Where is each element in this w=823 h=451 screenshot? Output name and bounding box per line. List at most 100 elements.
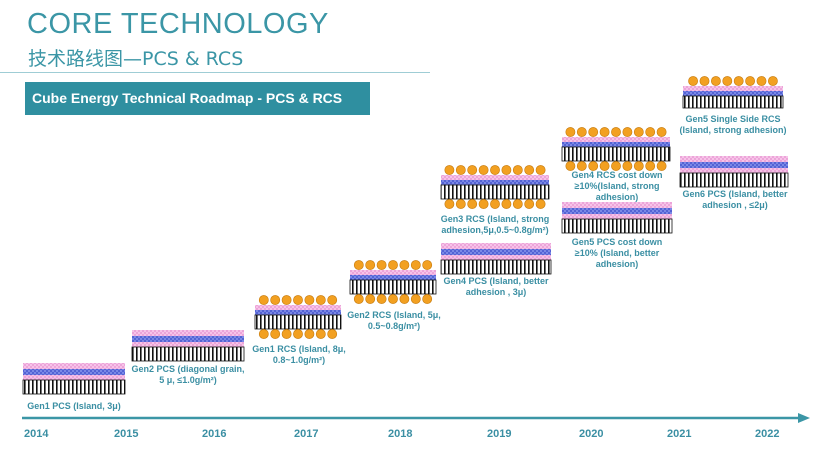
foil-layer [349, 279, 437, 295]
gen4-rcs-label: Gen4 RCS cost down ≥10%(Island, strong adh… [556, 170, 678, 203]
year-2021: 2021 [667, 428, 692, 440]
carbon-dot [599, 161, 610, 171]
foil-layer [22, 379, 126, 395]
gen5-pcs-stack [561, 202, 673, 234]
label-line: Gen4 PCS (Island, better [443, 276, 549, 286]
pink-layer [350, 270, 436, 275]
carbon-dot [535, 199, 546, 209]
foil-layer [254, 314, 342, 330]
gen4-rcs-stack [561, 127, 671, 171]
carbon-dot [410, 260, 421, 270]
carbon-dot [365, 294, 376, 304]
label-line: adhesion,5μ,0.5~0.8g/m²) [441, 225, 549, 235]
year-2017: 2017 [294, 428, 319, 440]
gen3-rcs-label: Gen3 RCS (Island, strong adhesion,5μ,0.5~… [430, 214, 560, 236]
carbon-dot [656, 161, 667, 171]
gen4-pcs-label: Gen4 PCS (Island, better adhesion , 3μ) [430, 276, 562, 298]
foil-layer [561, 146, 671, 162]
gen2-rcs-stack [349, 260, 437, 304]
carbon-dot [258, 295, 269, 305]
year-2022: 2022 [755, 428, 780, 440]
gen1-rcs-stack [254, 295, 342, 339]
pink-layer [132, 330, 244, 336]
gen2-pcs-stack [131, 330, 245, 362]
carbon-dot [422, 260, 433, 270]
carbon-dot [622, 161, 633, 171]
carbon-dot [588, 127, 599, 137]
pink-layer [680, 156, 788, 162]
year-2016: 2016 [202, 428, 227, 440]
label-line: adhesion , ≤2μ) [702, 200, 768, 210]
page-title: CORE TECHNOLOGY [27, 8, 329, 40]
label-line: Gen1 PCS (Island, 3μ) [27, 401, 121, 411]
carbon-dot [467, 199, 478, 209]
carbon-dot [611, 161, 621, 171]
blue-layer [562, 142, 670, 147]
carbon-dot [388, 294, 398, 304]
carbon-dot [353, 260, 364, 270]
label-line: Gen6 PCS (Island, better [682, 189, 788, 199]
carbon-dot [711, 76, 721, 86]
year-2020: 2020 [579, 428, 604, 440]
blue-layer [680, 162, 788, 168]
label-line: 5 μ, ≤1.0g/m²) [159, 375, 217, 385]
pink-layer [680, 168, 788, 173]
pink-layer [562, 214, 672, 219]
carbon-dot [365, 260, 376, 270]
carbon-dot [490, 199, 500, 209]
blue-layer [255, 310, 341, 315]
pink-layer [255, 305, 341, 310]
carbon-dot [304, 295, 315, 305]
title-divider [0, 72, 430, 73]
carbon-dot [388, 260, 398, 270]
pink-layer [23, 363, 125, 369]
pink-layer [562, 202, 672, 208]
gen5-rcs-label: Gen5 Single Side RCS (Island, strong adhe… [672, 114, 794, 136]
carbon-dot [576, 127, 587, 137]
year-2018: 2018 [388, 428, 413, 440]
gen5-pcs-label: Gen5 PCS cost down ≥10% (Island, better ad… [556, 237, 678, 270]
carbon-dot [376, 260, 387, 270]
gen6-pcs-label: Gen6 PCS (Island, better adhesion , ≤2μ) [672, 189, 798, 211]
carbon-dot [588, 161, 599, 171]
pink-layer [23, 375, 125, 380]
carbon-dot [490, 165, 500, 175]
carbon-dot [467, 165, 478, 175]
foil-layer [679, 172, 789, 188]
gen2-pcs-label: Gen2 PCS (diagonal grain, 5 μ, ≤1.0g/m²) [124, 364, 252, 386]
carbon-dot [293, 295, 303, 305]
roadmap-banner: Cube Energy Technical Roadmap - PCS & RC… [25, 82, 370, 115]
carbon-dot [293, 329, 303, 339]
blue-layer [441, 180, 549, 185]
carbon-dot [270, 295, 281, 305]
carbon-dot [535, 165, 546, 175]
blue-layer [562, 208, 672, 214]
carbon-dot [444, 165, 455, 175]
carbon-dot [745, 76, 755, 86]
pink-layer [441, 175, 549, 180]
carbon-dot [576, 161, 587, 171]
carbon-dot [501, 165, 512, 175]
pink-layer [562, 137, 670, 142]
label-line: adhesion) [595, 259, 639, 269]
pink-layer [441, 255, 551, 260]
carbon-dot [512, 199, 523, 209]
label-line: Gen2 RCS (Island, 5μ, [347, 310, 441, 320]
label-line: 0.5~0.8g/m²) [367, 321, 421, 331]
carbon-dot [512, 165, 523, 175]
carbon-dot [633, 161, 644, 171]
foil-layer [682, 95, 784, 109]
carbon-dot [501, 199, 512, 209]
carbon-dot [376, 294, 387, 304]
label-line: ≥10% (Island, better [574, 248, 660, 258]
label-line: Gen5 Single Side RCS [685, 114, 781, 124]
label-line: Gen5 PCS cost down [571, 237, 663, 247]
carbon-dot [410, 294, 421, 304]
year-2015: 2015 [114, 428, 139, 440]
foil-layer [440, 259, 552, 275]
carbon-dot [722, 76, 733, 86]
pink-layer [683, 86, 783, 91]
label-line: Gen2 PCS (diagonal grain, [131, 364, 245, 374]
carbon-dot [478, 199, 489, 209]
carbon-dot [565, 127, 576, 137]
